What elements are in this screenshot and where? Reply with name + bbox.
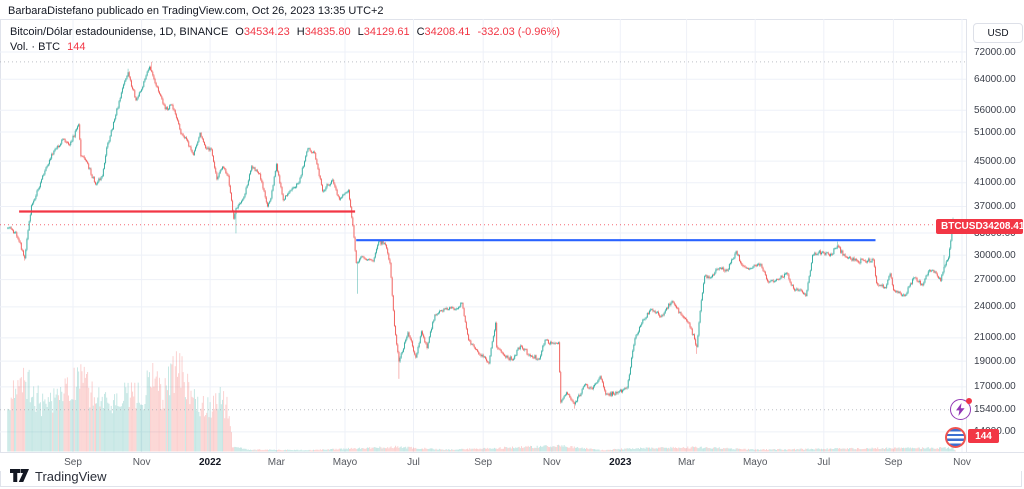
time-axis-label: Sep (884, 457, 903, 468)
price-axis-label: 21000.00 (974, 332, 1016, 344)
change-value: -332.03 (-0.96%) (477, 26, 560, 38)
price-axis-label: 45000.00 (974, 155, 1016, 167)
price-axis-label: 15400.00 (974, 404, 1016, 416)
candle-bodies-down (10, 66, 956, 405)
tradingview-attribution[interactable]: TradingView (10, 469, 107, 484)
time-axis-label: Sep (64, 457, 82, 468)
symbol-title[interactable]: Bitcoin/Dólar estadounidense, 1D, BINANC… (10, 26, 229, 38)
price-axis-label: 19000.00 (974, 355, 1016, 367)
time-axis-year-label: 2022 (198, 457, 222, 468)
lightning-circle-button[interactable] (950, 398, 972, 420)
tradingview-attribution-text: TradingView (35, 469, 107, 484)
lightning-icon (956, 403, 965, 416)
price-axis-label: 64000.00 (974, 73, 1016, 85)
time-axis[interactable]: Sep Nov 2022 Mar Mayo Jul Sep Nov 2023 Mar Mayo Jul… (0, 452, 1024, 471)
volume-value: 144 (67, 41, 86, 53)
time-axis-label: Mar (267, 457, 285, 468)
grid (0, 19, 966, 452)
price-axis-label: 30000.00 (974, 249, 1016, 261)
chart-legend[interactable]: Bitcoin/Dólar estadounidense, 1D, BINANC… (10, 26, 560, 38)
price-axis-label: 37000.00 (974, 201, 1016, 212)
flag-circle-button[interactable] (945, 427, 966, 448)
tradingview-logo-icon (10, 469, 29, 482)
price-axis-label: 24000.00 (974, 301, 1016, 313)
volume-label: Vol. · BTC (10, 41, 61, 53)
time-axis-label: Mayo (742, 457, 768, 468)
time-axis-label: Mayo (332, 457, 358, 468)
time-axis-label: Nov (953, 457, 971, 468)
price-axis-label: 17000.00 (974, 381, 1016, 393)
candle-bodies-up (7, 66, 955, 405)
volume-bars-down (10, 351, 956, 452)
volume-legend[interactable]: Vol. · BTC 144 (10, 41, 85, 53)
time-axis-label: Sep (474, 457, 493, 468)
time-axis-label: Nov (542, 457, 561, 468)
last-price-symbol: BTCUSD (941, 221, 983, 232)
time-axis-year-label: 2023 (609, 457, 632, 468)
price-axis-label: 41000.00 (974, 177, 1016, 189)
time-axis-label: Jul (407, 457, 420, 468)
time-axis-label: Mar (677, 457, 696, 468)
notification-dot (966, 398, 972, 404)
price-axis-label: 72000.00 (974, 46, 1016, 58)
time-axis-label: Nov (132, 457, 151, 468)
last-price-tag: BTCUSD 34208.41 (936, 219, 1024, 234)
price-axis-label: 27000.00 (974, 274, 1016, 286)
currency-toggle-button[interactable]: USD (973, 23, 1023, 43)
ohlc-high: H34835.80 (296, 26, 351, 38)
ohlc-low: L34129.61 (357, 26, 410, 38)
time-axis-label: Jul (817, 457, 831, 468)
ohlc-open: O34534.23 (235, 26, 290, 38)
price-axis-label: 51000.00 (974, 126, 1016, 138)
volume-axis-badge: 144 (968, 429, 999, 443)
chart-canvas[interactable] (0, 0, 966, 452)
last-price-value: 34208.41 (982, 221, 1024, 232)
publisher-attribution-link[interactable]: BarbaraDistefano publicado en TradingVie… (8, 5, 384, 17)
volume-bars-up (7, 363, 955, 452)
price-axis[interactable]: 72000.00 64000.00 56000.00 51000.00 45000.00… (966, 19, 1024, 470)
price-axis-label: 56000.00 (974, 104, 1016, 116)
ohlc-close: C34208.41 (416, 26, 471, 38)
